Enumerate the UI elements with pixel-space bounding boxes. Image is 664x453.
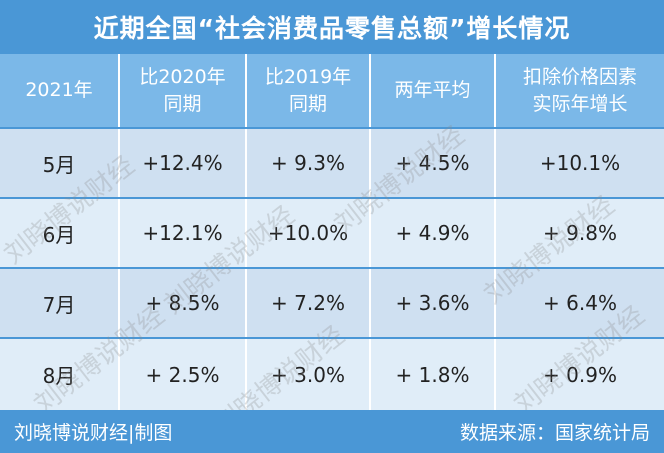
table-header-row: 2021年 比2020年 同期 比2019年 同期 两年平均 扣除价格因素 实际年增长 — [0, 54, 664, 127]
table-row: 5月 +12.4% + 9.3% + 4.5% +10.1% — [0, 129, 664, 197]
table-cell: + 4.5% — [371, 129, 496, 197]
header-cell-real-growth: 扣除价格因素 实际年增长 — [496, 54, 664, 127]
table-cell: + 6.4% — [543, 291, 617, 315]
footer-source: 数据来源：国家统计局 — [459, 422, 650, 444]
table-cell: 6月 — [0, 199, 120, 267]
table-row: 8月 + 2.5% + 3.0% + 1.8% + 0.9% — [0, 339, 664, 410]
table-cell: +12.1% — [120, 199, 247, 267]
header-cell-two-year-avg: 两年平均 — [371, 54, 496, 127]
data-table: 2021年 比2020年 同期 比2019年 同期 两年平均 扣除价格因素 实际年增长… — [0, 54, 664, 410]
header-text: 比2019年 同期 — [264, 65, 352, 115]
table-cell: + 2.5% — [120, 339, 247, 410]
header-cell-year: 2021年 — [0, 54, 120, 127]
table-row: 7月 + 8.5% + 7.2% + 3.6% + 6.4% — [0, 269, 664, 337]
table-cell: + 9.8% — [543, 221, 617, 245]
table-cell: + 0.9% — [543, 362, 617, 387]
table-cell: + 4.9% — [371, 199, 496, 267]
header-text: 比2020年 同期 — [139, 65, 226, 115]
chart-title: 近期全国“社会消费品零售总额”增长情况 — [0, 0, 664, 54]
table-cell: 7月 — [0, 269, 120, 337]
table-cell: + 3.6% — [371, 269, 496, 337]
header-text: 2021年 — [25, 79, 93, 102]
footer: 刘晓博说财经|制图 数据来源：国家统计局 — [0, 410, 664, 453]
table-cell: +10.0% — [247, 199, 371, 267]
header-cell-vs-2019: 比2019年 同期 — [247, 54, 371, 127]
table-cell: + 7.2% — [247, 269, 371, 337]
header-cell-vs-2020: 比2020年 同期 — [120, 54, 247, 127]
table-cell: + 1.8% — [371, 339, 496, 410]
table-cell: +12.4% — [120, 129, 247, 197]
table-cell: + 8.5% — [120, 269, 247, 337]
table-cell: 5月 — [0, 129, 120, 197]
footer-credit: 刘晓博说财经|制图 — [14, 422, 173, 444]
table-cell: + 3.0% — [247, 339, 371, 410]
table-cell: +10.1% — [539, 151, 621, 175]
table-cell: + 9.3% — [247, 129, 371, 197]
table-cell: 8月 — [0, 339, 120, 410]
header-text: 扣除价格因素 实际年增长 — [522, 65, 637, 115]
header-text: 两年平均 — [394, 79, 471, 102]
table-row: 6月 +12.1% +10.0% + 4.9% + 9.8% — [0, 199, 664, 267]
